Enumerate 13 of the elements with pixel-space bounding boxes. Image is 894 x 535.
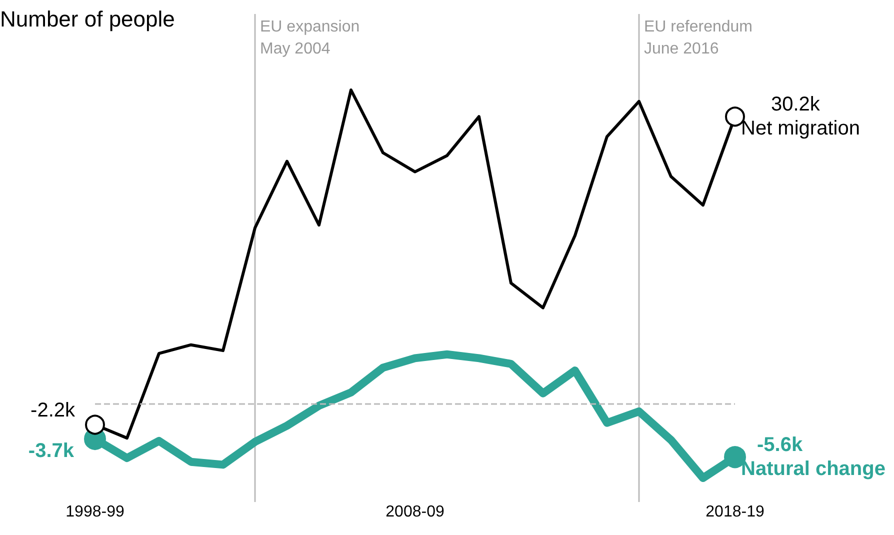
series-label: Natural change xyxy=(741,458,886,480)
x-tick-label: 2008-09 xyxy=(386,504,444,520)
x-tick-label: 2018-19 xyxy=(706,504,764,520)
data-label: 30.2k xyxy=(771,94,821,116)
y-axis-title: Number of people xyxy=(0,6,175,32)
data-label: -3.7k xyxy=(28,440,75,462)
data-label: -2.2k xyxy=(30,400,76,422)
x-tick-label: 1998-99 xyxy=(66,504,124,520)
data-label: -5.6k xyxy=(757,434,804,456)
text: EU expansion May 2004 xyxy=(260,18,360,58)
point xyxy=(85,414,105,435)
series-label: Net migration xyxy=(741,118,860,140)
text: EU referendum June 2016 xyxy=(644,18,752,58)
